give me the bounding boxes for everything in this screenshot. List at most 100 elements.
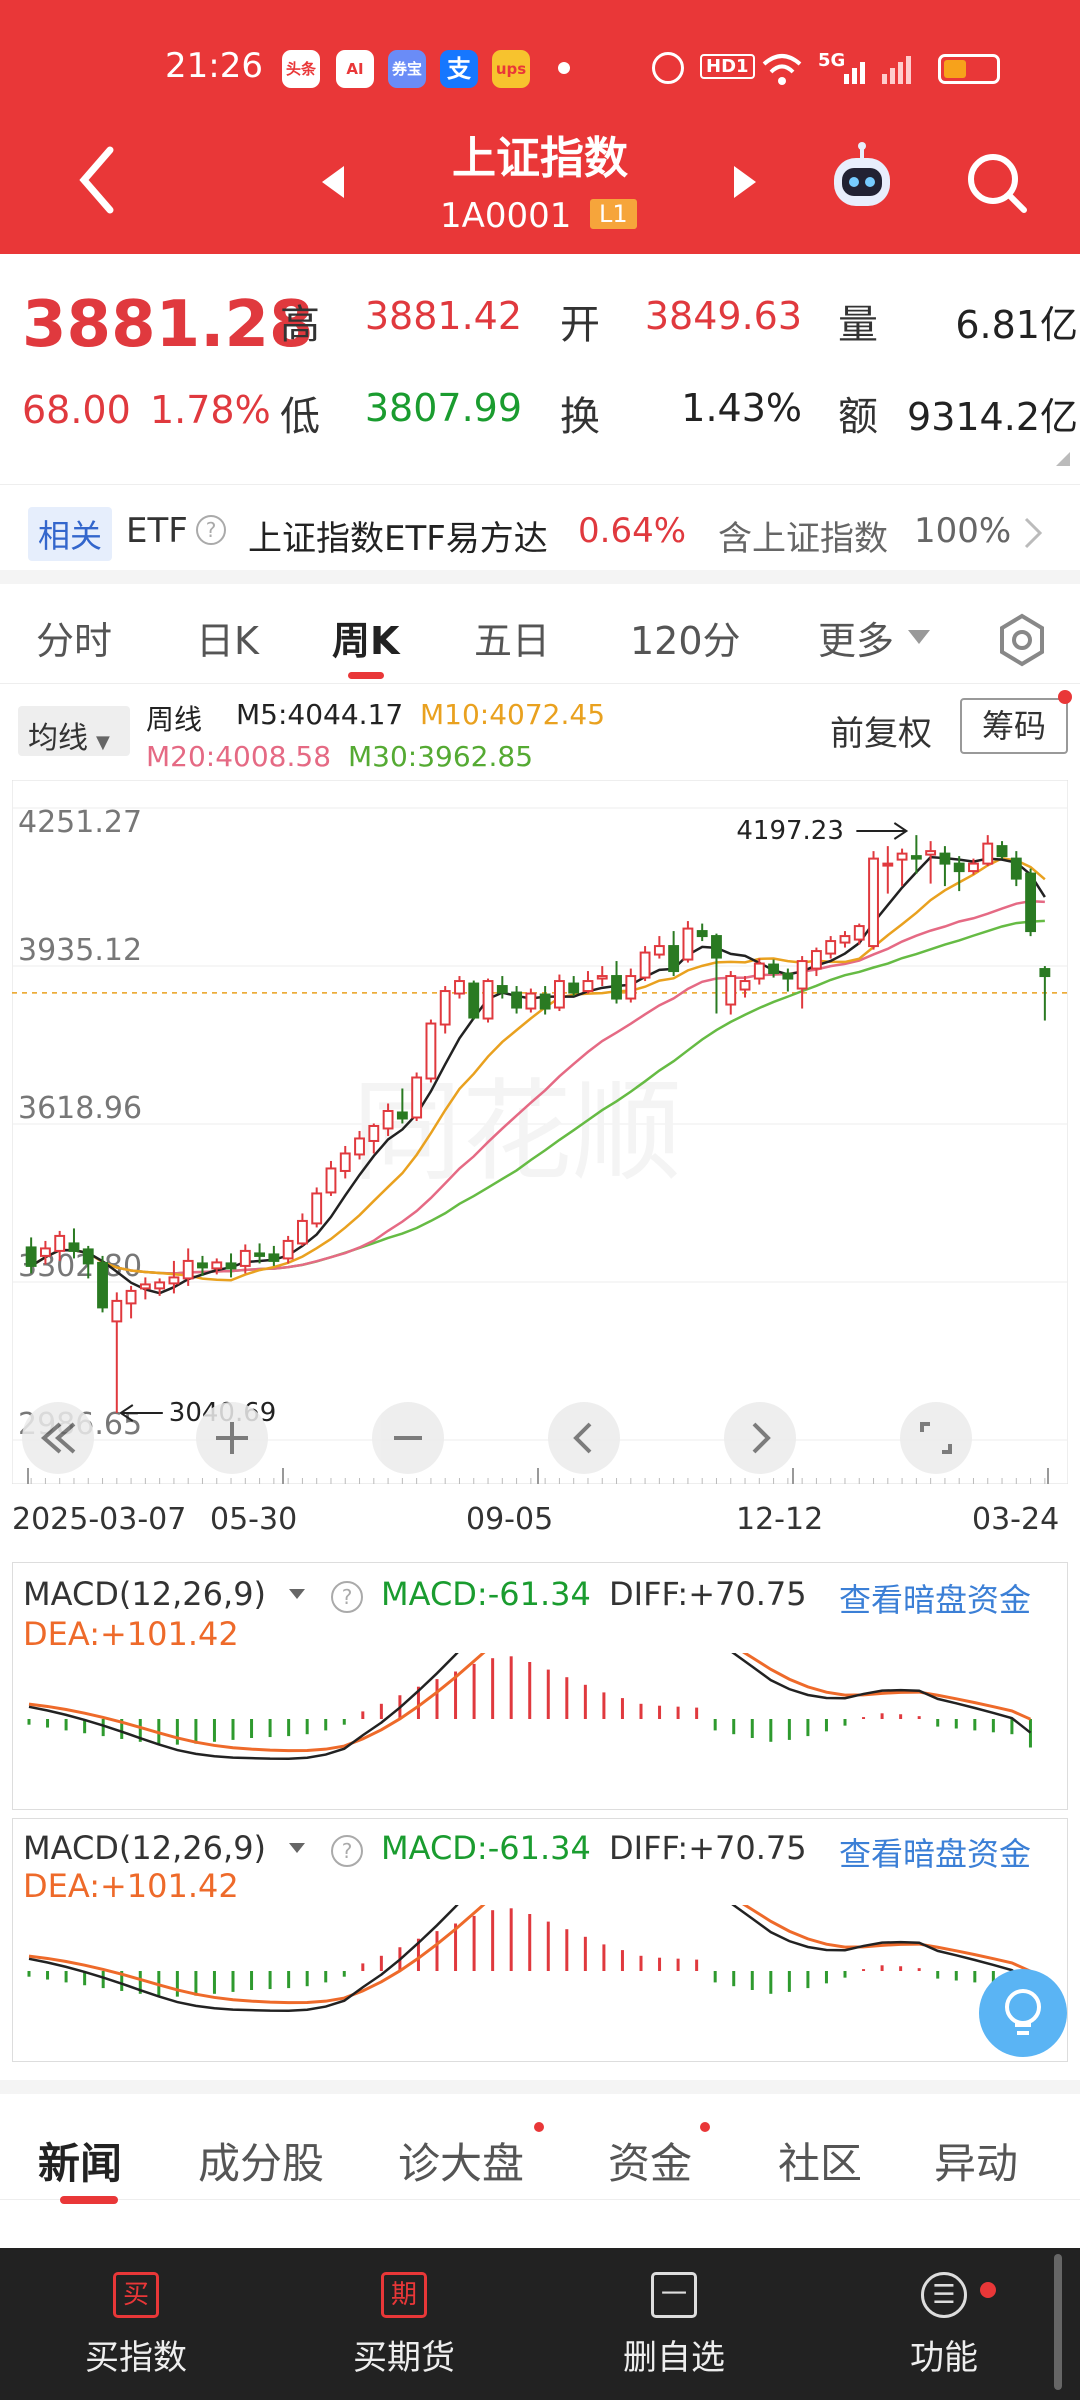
adjust-mode[interactable]: 前复权	[830, 714, 932, 754]
help-icon[interactable]: ?	[331, 1581, 363, 1613]
help-icon[interactable]: ?	[331, 1835, 363, 1867]
prev-stock-icon[interactable]	[318, 162, 348, 202]
y-tick-label: 3302.80	[18, 1249, 142, 1284]
signal-5g-icon: 5G	[818, 50, 846, 71]
macd-value: MACD:-61.34	[381, 1575, 591, 1613]
max-arrow-icon	[856, 822, 909, 840]
search-icon[interactable]	[962, 148, 1032, 218]
macd-panel-2[interactable]: MACD(12,26,9) ? MACD:-61.34 DIFF:+70.75 …	[12, 1818, 1068, 2062]
candle	[197, 1255, 208, 1276]
tab-timeshare[interactable]: 分时	[36, 619, 113, 663]
candle-body	[468, 982, 480, 1019]
open-label: 开	[560, 302, 600, 348]
buy-index-button[interactable]: 买买指数	[36, 2248, 236, 2400]
macd-select[interactable]: MACD(12,26,9)	[23, 1829, 267, 1867]
tab-weekly-k[interactable]: 周K	[332, 619, 400, 663]
candle-body	[382, 1109, 394, 1130]
tab-news[interactable]: 新闻	[38, 2139, 123, 2188]
app-alipay-icon: 支	[440, 50, 478, 88]
tab-funds[interactable]: 资金	[608, 2139, 693, 2188]
settings-icon[interactable]	[994, 612, 1050, 668]
ma-select-label: 均线	[28, 721, 88, 756]
tab-diagnose[interactable]: 诊大盘	[398, 2139, 525, 2188]
remove-watchlist-button[interactable]: 一删自选	[574, 2248, 774, 2400]
macd-panel-1[interactable]: MACD(12,26,9) ? MACD:-61.34 DIFF:+70.75 …	[12, 1562, 1068, 1810]
candle	[839, 931, 851, 948]
ma20-line	[30, 899, 1045, 1275]
functions-button[interactable]: ☰ 功能	[844, 2248, 1044, 2400]
scrollbar[interactable]	[1054, 2254, 1062, 2390]
zoom-in-button[interactable]	[196, 1402, 268, 1474]
tips-bulb-button[interactable]	[979, 1969, 1067, 2057]
candle	[68, 1228, 80, 1259]
candle	[468, 980, 480, 1020]
zoom-out-button[interactable]	[372, 1402, 444, 1474]
scroll-right-button[interactable]	[724, 1402, 796, 1474]
remove-watchlist-label: 删自选	[623, 2338, 725, 2378]
candle	[111, 1292, 123, 1413]
next-stock-icon[interactable]	[730, 162, 760, 202]
zoom-out-far-button[interactable]	[22, 1402, 94, 1474]
candle-body	[82, 1248, 94, 1265]
content-tabs: 新闻 成分股 诊大盘 资金 社区 异动	[0, 2080, 1080, 2204]
candle-body	[582, 980, 594, 993]
tab-five-day[interactable]: 五日	[474, 619, 551, 663]
candle-body	[668, 945, 680, 973]
candle-body	[925, 850, 937, 856]
hd-icon: HD1	[700, 54, 755, 79]
related-etf-row[interactable]: 相关 ETF ? 上证指数ETF易方达 0.64% 含上证指数 100%	[0, 484, 1080, 584]
buy-futures-button[interactable]: 期买期货	[304, 2248, 504, 2400]
buy-index-label: 买指数	[85, 2338, 187, 2378]
robot-assistant-icon[interactable]	[822, 140, 902, 220]
candle	[868, 851, 879, 950]
more-dot-icon	[558, 62, 570, 74]
candle	[639, 946, 651, 982]
candle	[982, 835, 994, 867]
candle	[539, 986, 551, 1015]
candle	[182, 1248, 194, 1286]
candle	[582, 971, 594, 994]
candle	[482, 978, 494, 1023]
candle	[696, 923, 708, 942]
candle	[611, 961, 622, 1004]
candle	[454, 976, 465, 999]
chevron-down-icon: ▼	[96, 732, 110, 753]
contain-label: 含上证指数	[718, 519, 888, 559]
period-label: 周线	[146, 703, 203, 736]
candle-body	[239, 1249, 251, 1267]
dark-pool-link[interactable]: 查看暗盘资金	[839, 1835, 1032, 1873]
related-tag: 相关	[28, 507, 113, 561]
help-icon[interactable]: ?	[196, 515, 226, 545]
candle-body	[982, 842, 994, 865]
functions-label: 功能	[910, 2338, 978, 2378]
low-value: 3807.99	[364, 386, 522, 430]
tab-community[interactable]: 社区	[778, 2139, 863, 2188]
red-dot	[534, 2122, 544, 2132]
fullscreen-button[interactable]	[900, 1402, 972, 1474]
tab-abnormal[interactable]: 异动	[934, 2139, 1019, 2188]
low-label: 低	[280, 394, 320, 440]
chip-button[interactable]: 筹码	[960, 698, 1068, 754]
macd-select[interactable]: MACD(12,26,9)	[23, 1575, 267, 1613]
back-icon[interactable]	[70, 140, 130, 220]
amount-value: 9314.2亿	[907, 395, 1078, 439]
etf-label: ETF	[126, 511, 188, 551]
scroll-left-button[interactable]	[548, 1402, 620, 1474]
tab-more[interactable]: 更多	[818, 619, 895, 663]
candle	[325, 1160, 337, 1196]
dark-pool-link[interactable]: 查看暗盘资金	[839, 1581, 1032, 1619]
candle	[896, 848, 908, 887]
notification-dot	[1058, 690, 1072, 704]
app-ai-icon: AI	[336, 50, 374, 88]
max-price-label: 4197.23	[736, 816, 844, 846]
candle	[39, 1240, 51, 1265]
expand-corner-icon[interactable]	[1054, 450, 1072, 468]
tab-120min[interactable]: 120分	[630, 619, 741, 663]
candle-body	[125, 1289, 137, 1305]
tab-daily-k[interactable]: 日K	[196, 619, 259, 663]
ma-select[interactable]: 均线 ▼	[18, 706, 130, 756]
tab-constituents[interactable]: 成分股	[198, 2139, 325, 2188]
candle-body	[325, 1167, 337, 1194]
buy-futures-label: 买期货	[353, 2338, 455, 2378]
